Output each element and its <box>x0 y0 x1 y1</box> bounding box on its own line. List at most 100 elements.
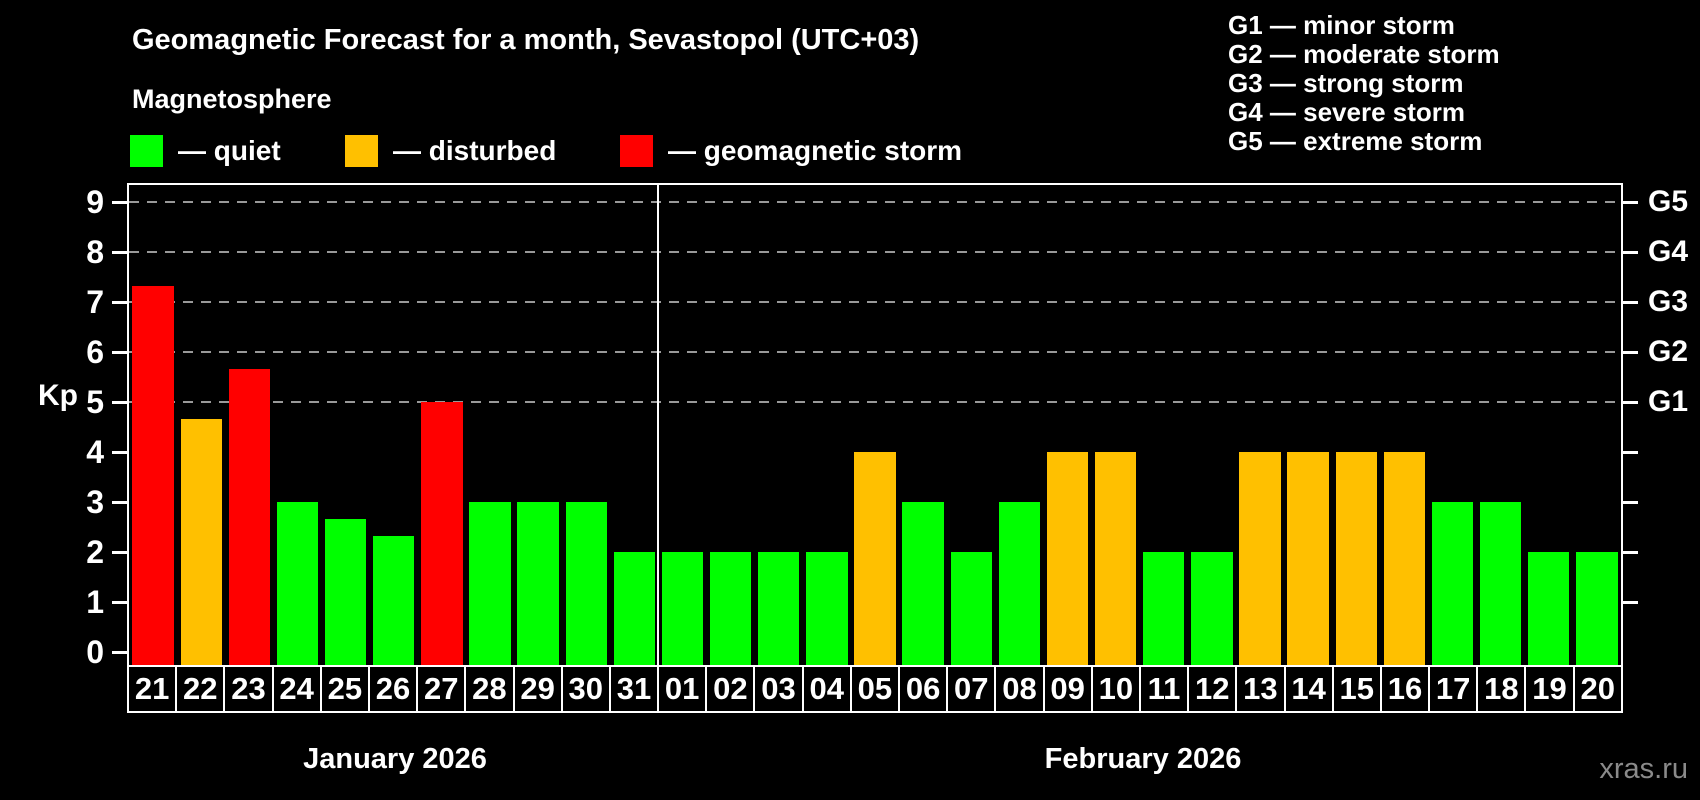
kp-bar-07 <box>950 552 992 665</box>
right-tick-5 <box>1623 401 1638 404</box>
kp-bar-23 <box>228 368 270 665</box>
kp-bar-13 <box>1239 452 1281 665</box>
kp-bar-01 <box>661 552 704 665</box>
month-divider-line <box>657 185 660 665</box>
day-label-23: 23 <box>225 667 274 711</box>
gridline-kp-6 <box>129 351 1621 353</box>
bar-slot-08 <box>995 185 1043 665</box>
gridlines-layer <box>129 185 1621 665</box>
legend-label-quiet: — quiet <box>178 135 281 166</box>
day-label-28: 28 <box>466 667 515 711</box>
y-tick-label-1: 1 <box>86 584 104 620</box>
kp-bar-14 <box>1287 452 1329 665</box>
y-tick-label-3: 3 <box>86 484 104 520</box>
bar-slot-31 <box>610 185 658 665</box>
y-tick-label-5: 5 <box>86 384 104 420</box>
subtitle-magnetosphere: Magnetosphere <box>132 84 332 114</box>
kp-bar-10 <box>1094 452 1137 665</box>
day-label-19: 19 <box>1526 667 1575 711</box>
bar-slot-30 <box>562 185 610 665</box>
day-label-12: 12 <box>1189 667 1238 711</box>
bar-slot-18 <box>1477 185 1525 665</box>
legend-label-storm: — geomagnetic storm <box>668 135 963 166</box>
right-tick-1 <box>1623 601 1638 604</box>
bar-slot-02 <box>707 185 755 665</box>
bar-slot-06 <box>899 185 947 665</box>
day-label-01: 01 <box>659 667 708 711</box>
right-tick-9 <box>1623 201 1638 204</box>
kp-bar-30 <box>565 502 607 665</box>
left-tick-0 <box>112 651 127 654</box>
bar-slot-07 <box>947 185 995 665</box>
x-axis-day-boxes: 21 22 23 24 25 26 27 28 29 30 31 01 02 03 04 05 06 07 08 09… <box>127 665 1623 713</box>
kp-bar-22 <box>180 418 222 665</box>
right-axis-label-g1: G1 <box>1648 385 1689 418</box>
day-label-07: 07 <box>948 667 997 711</box>
kp-bar-11 <box>1143 552 1185 665</box>
y-tick-label-4: 4 <box>86 434 104 470</box>
day-label-21: 21 <box>129 667 178 711</box>
right-tick-6 <box>1623 351 1638 354</box>
bar-slot-25 <box>322 185 370 665</box>
kp-bar-29 <box>517 502 559 665</box>
bar-slot-22 <box>177 185 225 665</box>
day-label-05: 05 <box>852 667 900 711</box>
y-tick-label-2: 2 <box>86 534 104 570</box>
bar-slot-16 <box>1380 185 1428 665</box>
day-label-15: 15 <box>1334 667 1382 711</box>
day-label-18: 18 <box>1478 667 1527 711</box>
bar-slot-17 <box>1428 185 1476 665</box>
kp-bar-09 <box>1046 452 1089 665</box>
day-label-26: 26 <box>370 667 419 711</box>
left-tick-3 <box>112 501 127 504</box>
day-label-27: 27 <box>418 667 467 711</box>
gridline-kp-7 <box>129 301 1621 303</box>
left-tick-5 <box>112 401 127 404</box>
bar-slot-23 <box>225 185 273 665</box>
gridline-kp-5 <box>129 401 1621 403</box>
legend-item-storm: — geomagnetic storm <box>620 133 962 169</box>
kp-bar-18 <box>1479 502 1522 665</box>
right-axis-label-g2: G2 <box>1648 335 1689 368</box>
bar-slot-29 <box>514 185 562 665</box>
kp-bar-19 <box>1528 552 1570 665</box>
right-tick-7 <box>1623 301 1638 304</box>
kp-bar-24 <box>276 502 319 665</box>
month-label-january: January 2026 <box>303 743 487 775</box>
day-label-14: 14 <box>1286 667 1334 711</box>
bar-slot-15 <box>1332 185 1380 665</box>
day-label-10: 10 <box>1093 667 1141 711</box>
bars-layer <box>129 185 1621 665</box>
storm-color-swatch <box>620 135 653 167</box>
storm-scale-legend: G1 — minor storm G2 — moderate storm G3 … <box>1228 11 1500 156</box>
bar-slot-05 <box>851 185 899 665</box>
kp-bar-08 <box>998 502 1040 665</box>
bar-slot-03 <box>755 185 803 665</box>
plot-area <box>127 183 1623 667</box>
legend-item-quiet: — quiet <box>130 133 281 169</box>
y-tick-label-7: 7 <box>86 284 104 320</box>
day-label-29: 29 <box>515 667 563 711</box>
kp-bar-21 <box>132 285 174 665</box>
left-tick-6 <box>112 351 127 354</box>
watermark: xras.ru <box>1599 753 1688 785</box>
bar-slot-09 <box>1043 185 1091 665</box>
y-tick-label-6: 6 <box>86 334 104 370</box>
y-tick-label-8: 8 <box>86 234 104 270</box>
legend-item-disturbed: — disturbed <box>345 133 556 169</box>
day-label-25: 25 <box>322 667 370 711</box>
kp-bar-28 <box>469 502 511 665</box>
day-label-09: 09 <box>1045 667 1093 711</box>
day-label-17: 17 <box>1430 667 1479 711</box>
bar-slot-04 <box>803 185 851 665</box>
kp-bar-17 <box>1431 502 1474 665</box>
kp-bar-16 <box>1383 452 1425 665</box>
y-tick-label-9: 9 <box>86 184 104 220</box>
kp-bar-26 <box>373 535 415 665</box>
y-tick-label-0: 0 <box>86 634 104 670</box>
day-label-31: 31 <box>611 667 660 711</box>
y-axis-label: Kp <box>38 379 78 412</box>
day-label-04: 04 <box>804 667 852 711</box>
right-tick-4 <box>1623 451 1638 454</box>
